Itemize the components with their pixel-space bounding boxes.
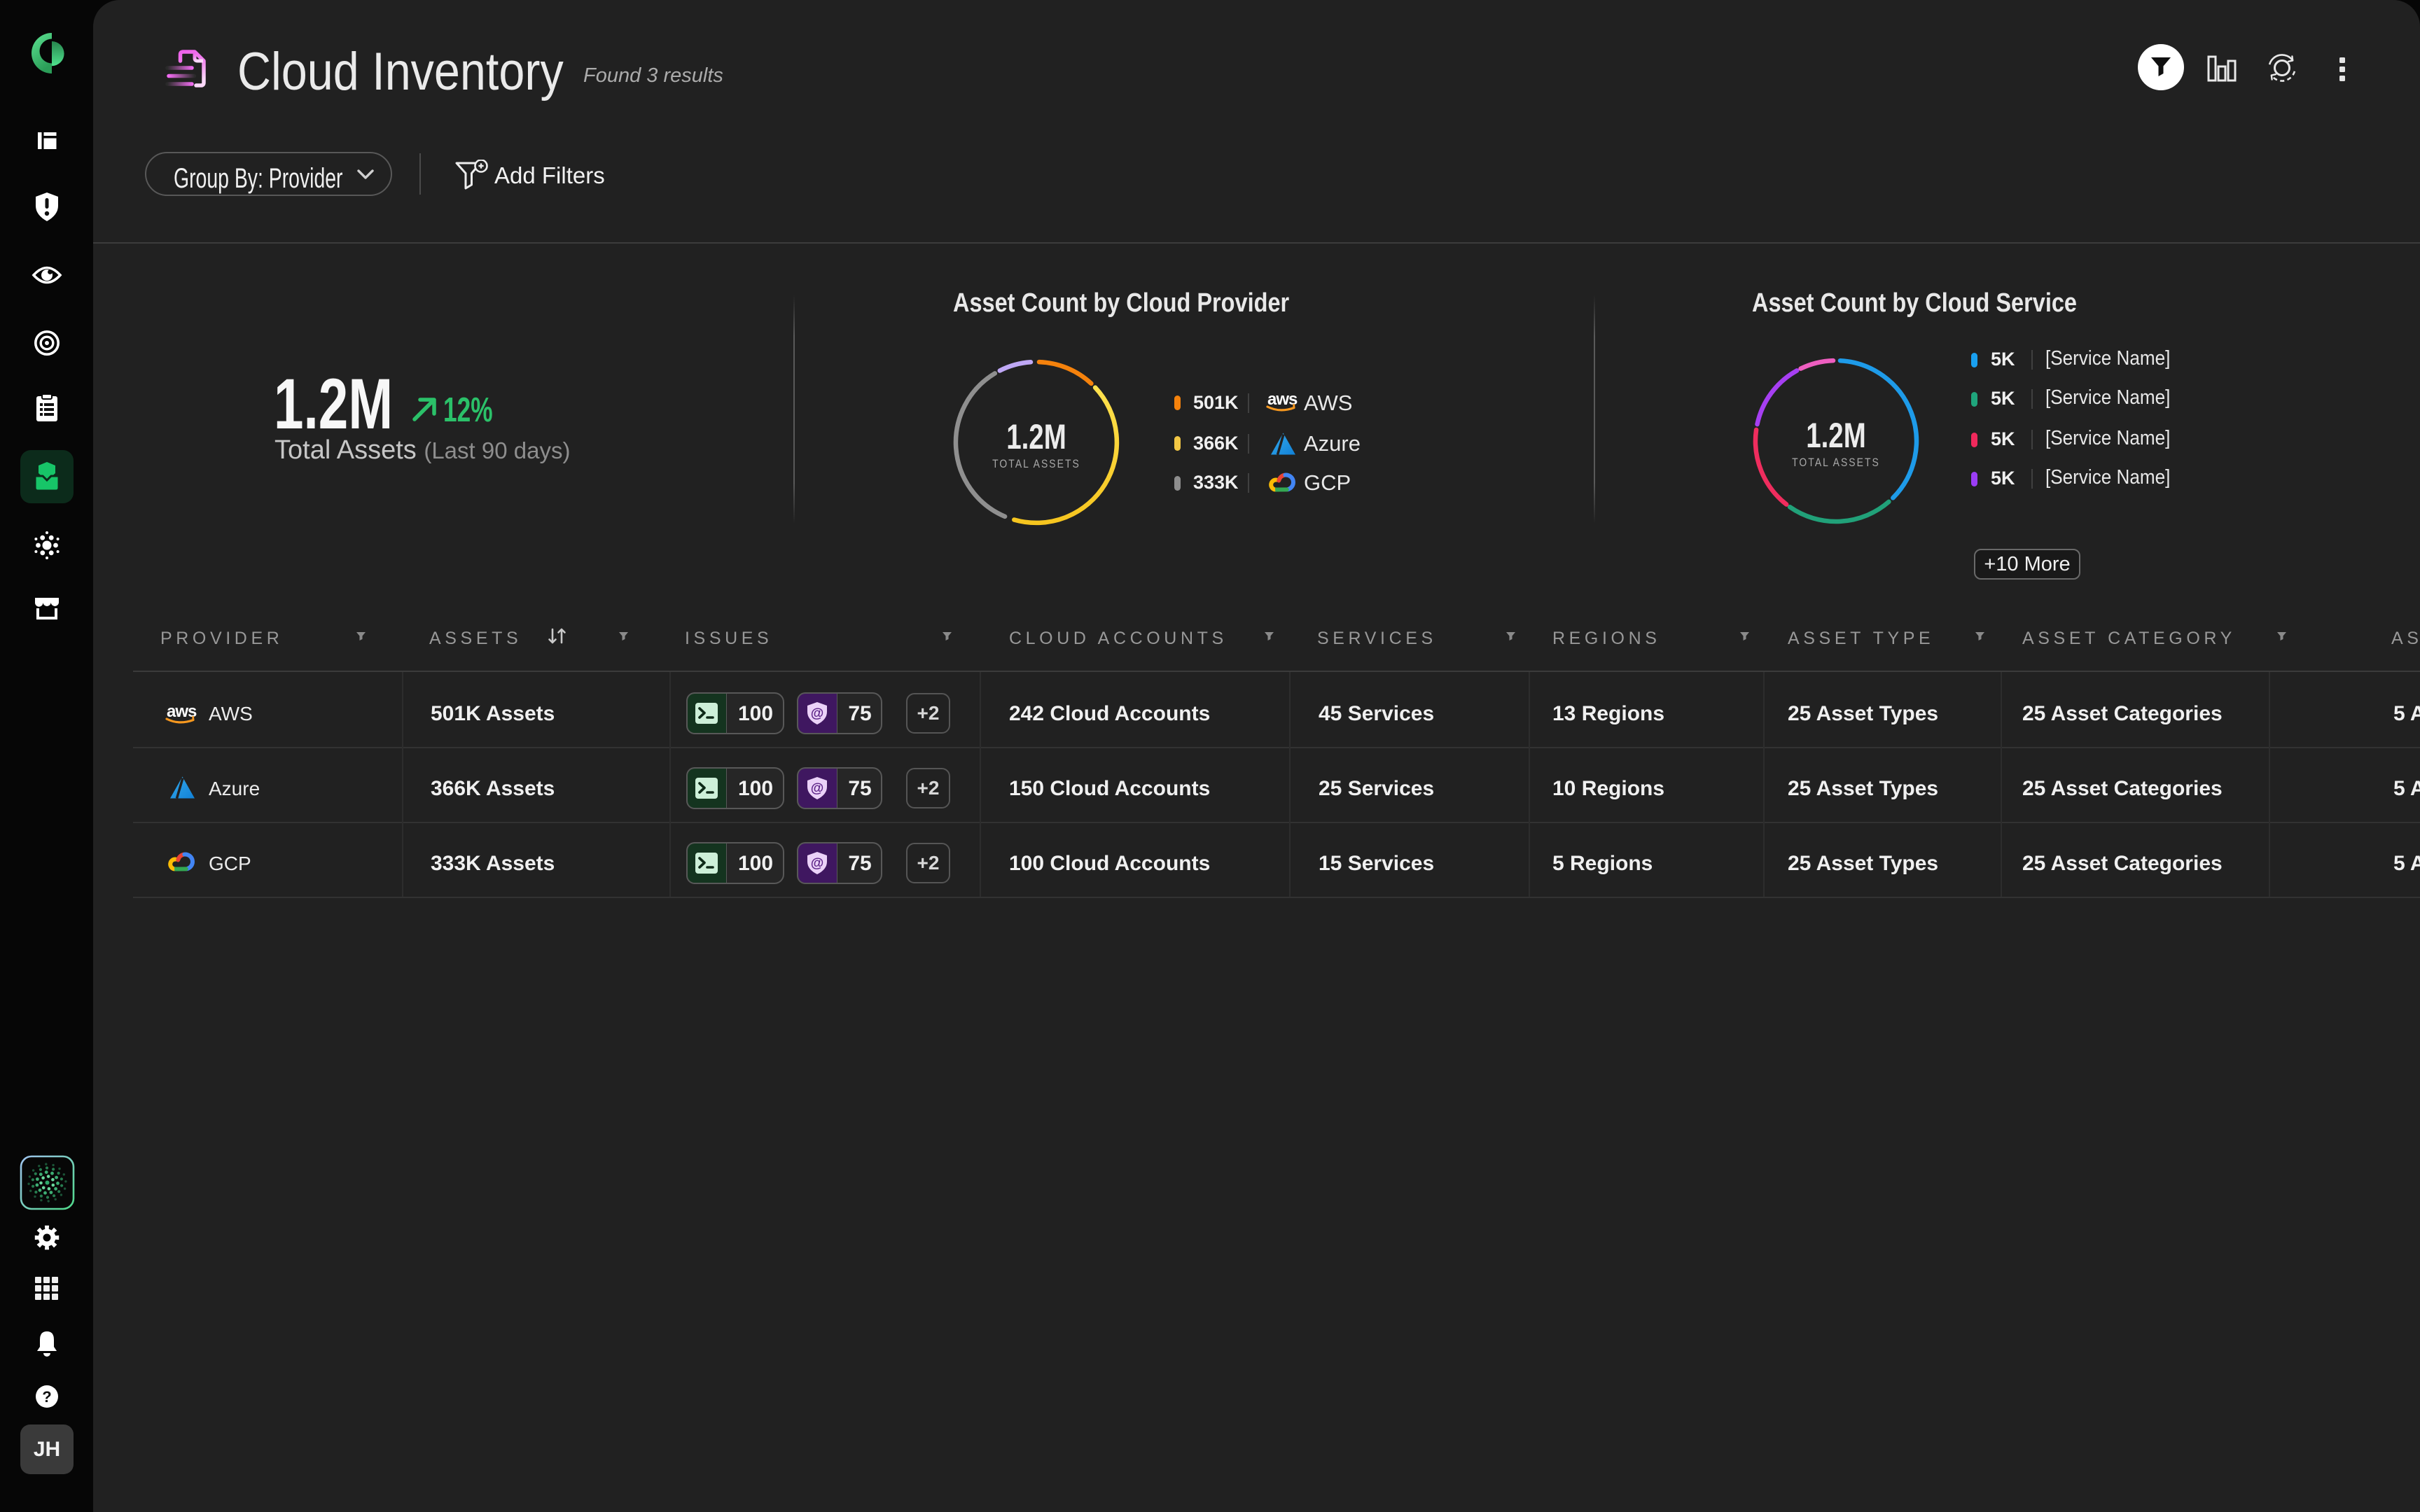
svg-text:@: @ <box>811 781 824 796</box>
svg-text:?: ? <box>42 1388 51 1406</box>
svg-text:@: @ <box>811 706 824 721</box>
svg-text:@: @ <box>811 856 824 871</box>
